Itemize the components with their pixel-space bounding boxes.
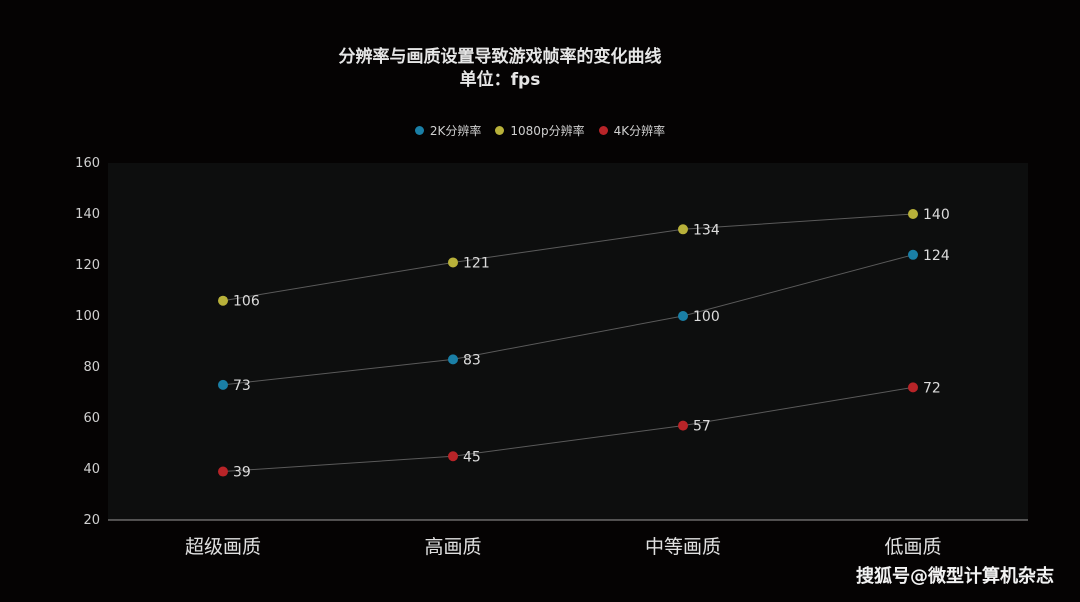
data-label: 72 [923,380,941,396]
legend-item-0[interactable]: 2K分辨率 [414,122,482,139]
data-label: 134 [693,222,720,238]
x-axis-ticks: 超级画质 高画质 中等画质 低画质 [185,536,942,558]
legend-label: 2K分辨率 [429,124,482,138]
data-label: 73 [233,378,251,394]
x-tick-label: 低画质 [884,536,941,558]
data-point[interactable] [448,354,458,365]
data-point[interactable] [448,451,458,462]
data-point[interactable] [218,466,228,477]
plot-area [108,163,1028,520]
y-tick-label: 100 [75,309,100,324]
series-group: 73 83 100 124 106 121 134 140 39 45 57 72 [218,207,950,481]
data-label: 106 [233,294,260,310]
data-label: 39 [233,465,251,481]
legend-label: 1080p分辨率 [510,124,585,138]
legend-label: 4K分辨率 [613,124,666,138]
data-label: 140 [923,207,950,223]
chart-title: 分辨率与画质设置导致游戏帧率的变化曲线 [338,47,662,67]
legend-item-1[interactable]: 1080p分辨率 [495,122,585,139]
legend-dot-icon [414,126,424,135]
data-label: 121 [463,255,490,271]
data-point[interactable] [678,420,688,431]
y-tick-label: 40 [83,462,100,477]
data-point[interactable] [908,382,918,393]
data-label: 124 [923,248,950,264]
y-tick-label: 160 [75,156,100,171]
data-point[interactable] [908,209,918,219]
data-point[interactable] [908,249,918,260]
chart-legend: 2K分辨率 1080p分辨率 4K分辨率 [0,122,1080,139]
y-tick-label: 60 [83,411,100,426]
data-label: 100 [693,309,720,325]
series-0: 73 83 100 124 [218,248,950,394]
legend-dot-icon [598,126,608,135]
legend-item-2[interactable]: 4K分辨率 [598,122,666,139]
series-line [222,386,914,473]
y-axis-ticks: 20 40 60 80 100 120 140 160 [75,156,100,528]
series-2: 39 45 57 72 [218,380,941,481]
data-point[interactable] [678,311,688,321]
y-tick-label: 20 [83,513,100,528]
x-tick-label: 超级画质 [185,536,261,558]
series-line [222,254,914,386]
x-tick-label: 中等画质 [645,536,721,558]
data-label: 57 [693,419,711,435]
data-point[interactable] [448,257,458,268]
watermark: 搜狐号@微型计算机杂志 [856,566,1054,587]
data-point[interactable] [218,295,228,306]
data-point[interactable] [678,224,688,235]
data-label: 45 [463,449,481,465]
series-line [222,213,914,302]
y-tick-label: 120 [75,258,100,273]
data-point[interactable] [218,379,228,390]
y-tick-label: 80 [83,360,100,375]
data-label: 83 [463,352,481,368]
legend-dot-icon [495,126,505,135]
series-1: 106 121 134 140 [218,207,950,310]
chart-subtitle: 单位：fps [459,70,541,90]
x-tick-label: 高画质 [424,536,481,558]
y-tick-label: 140 [75,207,100,222]
